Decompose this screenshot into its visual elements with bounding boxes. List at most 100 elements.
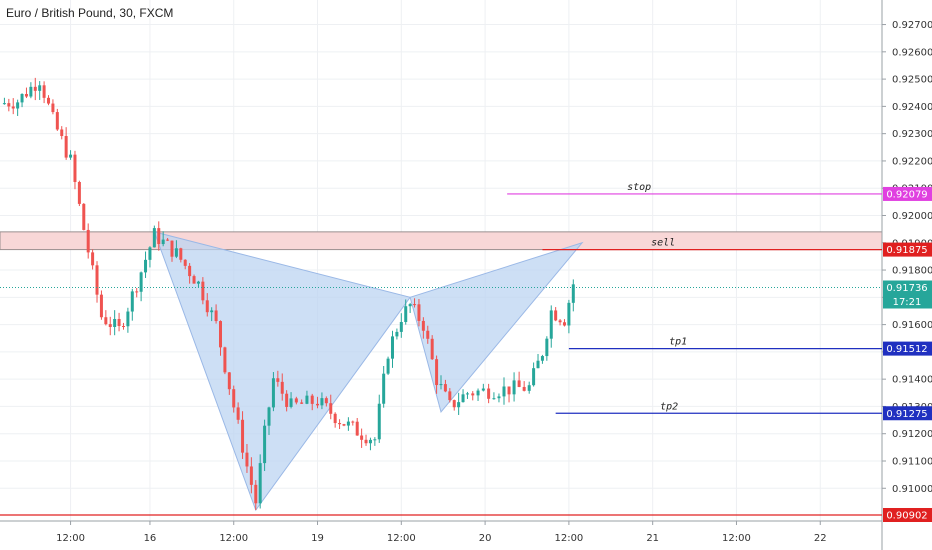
harmonic-pattern-triangle-2 — [409, 241, 584, 413]
candle-body — [223, 347, 227, 373]
tp1-price-badge — [883, 341, 932, 356]
candle-body — [399, 321, 403, 332]
tp1-price-badge-text: 0.91512 — [886, 344, 927, 355]
candle-body — [476, 390, 480, 396]
candle-body — [280, 381, 284, 394]
candle-body — [426, 330, 430, 339]
candle-body — [457, 402, 461, 408]
candle-body — [481, 388, 485, 391]
candle-body — [258, 463, 262, 504]
candle-body — [16, 102, 20, 109]
y-tick-label: 0.91800 — [892, 266, 932, 277]
x-tick-label: 12:00 — [387, 533, 416, 544]
candle-body — [214, 310, 218, 322]
candle-body — [267, 407, 271, 426]
candle-body — [545, 338, 549, 357]
candle-body — [104, 317, 108, 325]
candle-body — [42, 85, 46, 98]
y-tick-label: 0.92000 — [892, 211, 932, 222]
candle-body — [73, 154, 77, 182]
candle-body — [11, 106, 15, 109]
candle-body — [241, 419, 245, 453]
candle-body — [249, 466, 253, 485]
candle-body — [179, 248, 183, 260]
tp2-price-badge-text: 0.91275 — [886, 409, 927, 420]
candle-body — [69, 154, 73, 158]
candle-body — [108, 324, 112, 327]
candle-body — [294, 398, 298, 403]
candle-body — [289, 398, 293, 407]
candle-body — [196, 281, 200, 284]
candle-body — [338, 423, 342, 425]
candle-body — [333, 413, 337, 424]
candle-body — [276, 378, 280, 382]
candle-body — [492, 398, 496, 400]
candle-body — [439, 384, 443, 386]
candle-body — [452, 400, 456, 408]
candle-body — [360, 435, 364, 440]
y-tick-label: 0.92500 — [892, 75, 932, 86]
candle-body — [245, 452, 249, 467]
candle-body — [382, 373, 386, 404]
candle-body — [549, 310, 553, 339]
x-tick-label: 12:00 — [56, 533, 85, 544]
candle-body — [51, 103, 55, 113]
candle-body — [540, 356, 544, 361]
y-tick-label: 0.91100 — [892, 456, 932, 467]
harmonic-pattern-triangle-1 — [153, 231, 411, 512]
candle-body — [285, 393, 289, 407]
x-tick-label: 19 — [311, 533, 324, 544]
y-tick-label: 0.91600 — [892, 320, 932, 331]
countdown-text: 17:21 — [893, 297, 922, 308]
candle-body — [355, 421, 359, 436]
supply-zone — [0, 231, 883, 251]
tp2-price-badge — [883, 406, 932, 421]
candle-body — [20, 93, 24, 103]
y-tick-label: 0.92400 — [892, 102, 932, 113]
candle-body — [55, 112, 59, 130]
candle-body — [507, 386, 511, 395]
candle-body — [571, 284, 575, 303]
candle-body — [117, 318, 121, 327]
tp2-level-label: tp2 — [660, 401, 678, 412]
candle-body — [2, 103, 6, 105]
y-tick-label: 0.92200 — [892, 156, 932, 167]
candle-body — [64, 136, 68, 158]
sell-price-badge-text: 0.91875 — [886, 245, 927, 256]
candle-body — [342, 424, 346, 426]
sell-price-badge — [883, 242, 932, 257]
candle-body — [144, 259, 148, 273]
candle-body — [390, 336, 394, 359]
candle-body — [135, 291, 139, 293]
candle-body — [91, 252, 95, 266]
candle-body — [461, 394, 465, 403]
candle-body — [430, 338, 434, 360]
candle-body — [404, 306, 408, 322]
candle-body — [38, 85, 42, 91]
candle-body — [60, 129, 64, 137]
candle-body — [139, 272, 143, 292]
candle-body — [210, 310, 214, 313]
candle-body — [421, 320, 425, 331]
countdown-badge — [883, 294, 932, 309]
candle-body — [435, 359, 439, 386]
candle-body — [386, 358, 390, 374]
candle-body — [300, 402, 304, 404]
candle-body — [487, 388, 491, 399]
candle-body — [567, 302, 571, 326]
candle-body — [377, 403, 381, 440]
candle-body — [554, 310, 558, 321]
candle-body — [121, 326, 125, 328]
candle-body — [86, 229, 90, 253]
sell-level-label: sell — [651, 238, 675, 249]
candle-body — [29, 86, 33, 97]
stop-level-label: stop — [627, 182, 651, 193]
candle-body — [205, 300, 209, 313]
candle-body — [448, 391, 452, 401]
candle-body — [305, 395, 309, 404]
candle-body — [408, 304, 412, 307]
candle-body — [99, 294, 103, 318]
y-tick-label: 0.91000 — [892, 484, 932, 495]
